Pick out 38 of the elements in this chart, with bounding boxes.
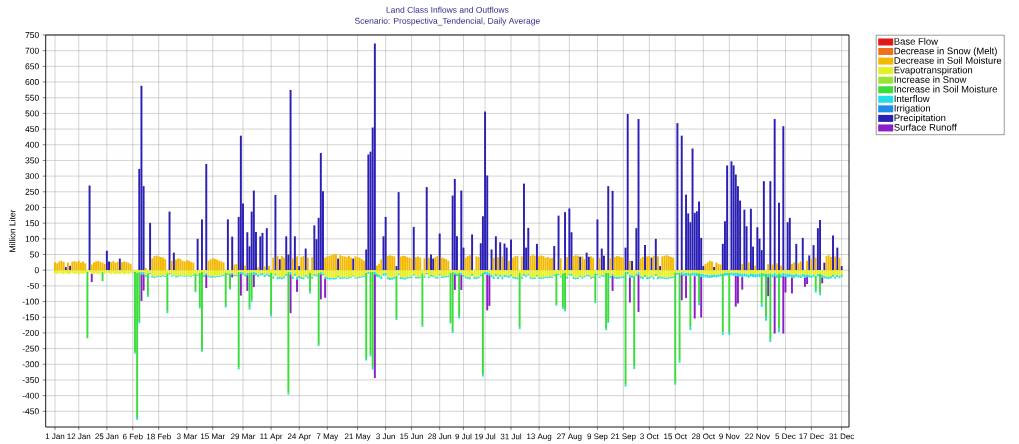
y-tick-label: 200 bbox=[25, 204, 39, 211]
legend-label: Irrigation bbox=[894, 104, 931, 114]
y-tick-label: 250 bbox=[25, 188, 39, 195]
legend-label: Increase in Soil Moisture bbox=[894, 85, 997, 93]
y-tick-label: 700 bbox=[25, 47, 39, 54]
chart-subtitle: Scenario: Prospectiva_Tendencial, Daily Average bbox=[354, 17, 540, 26]
chart-title: Land Class Inflows and Outflows bbox=[386, 6, 509, 13]
y-tick-label: 650 bbox=[25, 63, 39, 70]
legend-label: Surface Runoff bbox=[894, 123, 957, 131]
y-tick-label: -100 bbox=[22, 298, 39, 305]
y-tick-label: -300 bbox=[22, 361, 39, 368]
y-tick-label: 450 bbox=[25, 126, 39, 133]
y-tick-label: -350 bbox=[22, 376, 39, 383]
y-tick-label: 550 bbox=[25, 94, 39, 101]
legend-label: Decrease in Snow (Melt) bbox=[894, 47, 997, 57]
y-tick-label: -150 bbox=[22, 314, 39, 321]
y-tick-label: -250 bbox=[22, 345, 39, 352]
y-tick-label: 400 bbox=[25, 141, 39, 148]
y-tick-label: 350 bbox=[25, 157, 39, 164]
y-tick-label: -200 bbox=[22, 329, 39, 336]
legend-label: Increase in Snow bbox=[894, 76, 967, 83]
y-tick-label: 750 bbox=[25, 32, 39, 38]
legend-label: Precipitation bbox=[894, 114, 946, 124]
y-tick-label: 500 bbox=[25, 110, 39, 117]
y-axis-title: Million Liter bbox=[9, 209, 16, 252]
y-tick-label: 50 bbox=[30, 251, 39, 258]
y-tick-label: 100 bbox=[25, 235, 39, 242]
legend-label: Base Flow bbox=[894, 37, 938, 45]
legend-label: Decrease in Soil Moisture bbox=[894, 56, 1002, 64]
y-tick-label: 0 bbox=[34, 267, 39, 274]
y-tick-label: 600 bbox=[25, 79, 39, 86]
y-tick-label: -450 bbox=[22, 408, 39, 415]
y-tick-label: 150 bbox=[25, 220, 39, 227]
legend-label: Evapotranspiration bbox=[894, 66, 973, 76]
y-tick-label: -400 bbox=[22, 392, 39, 399]
y-tick-label: 300 bbox=[25, 173, 39, 180]
legend-label: Interflow bbox=[894, 95, 930, 103]
y-tick-label: -50 bbox=[27, 282, 39, 289]
